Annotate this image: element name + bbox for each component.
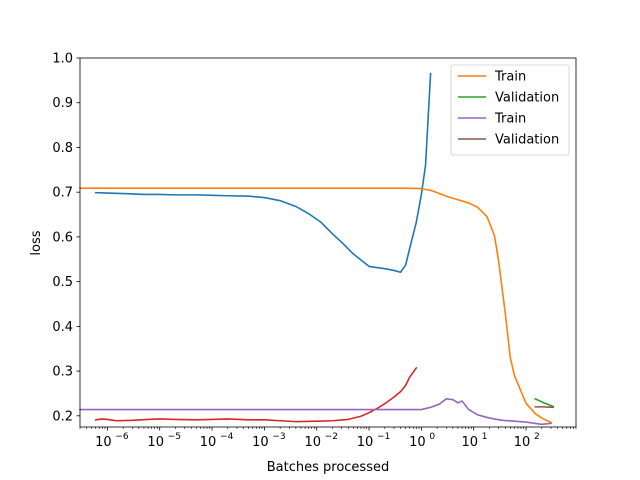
- x-tick-label: 10: [200, 435, 217, 450]
- legend: Train Validation Train Validation: [450, 64, 570, 156]
- y-tick-label: 0.4: [52, 320, 73, 335]
- y-tick-label: 0.7: [52, 186, 73, 201]
- x-tick-label: 10: [409, 435, 426, 450]
- series-layer: [79, 72, 555, 426]
- x-tick-exponent: −3: [272, 432, 285, 442]
- y-axis-title: loss: [29, 230, 44, 255]
- legend-label: Validation: [495, 133, 559, 148]
- legend-label: Validation: [495, 91, 559, 106]
- y-tick-label: 0.9: [52, 96, 73, 111]
- x-tick-exponent: 0: [429, 432, 435, 442]
- y-tick-label: 0.6: [52, 230, 73, 245]
- x-tick-label: 10: [461, 435, 478, 450]
- series-line-1: [79, 187, 553, 424]
- x-tick-label: 10: [95, 435, 112, 450]
- axes-layer: 0.20.30.40.50.60.70.80.91.010 −6 10 −5 10 −4 1…: [52, 52, 577, 450]
- y-tick-label: 0.5: [52, 275, 73, 290]
- legend-label: Train: [494, 70, 526, 85]
- series-line-4: [79, 398, 552, 426]
- legend-label: Train: [494, 112, 526, 127]
- legend-box: [450, 64, 570, 156]
- x-tick-exponent: −2: [325, 432, 338, 442]
- x-tick-exponent: −6: [115, 432, 129, 442]
- x-tick-exponent: −5: [168, 432, 181, 442]
- y-tick-label: 0.2: [52, 409, 73, 424]
- x-tick-exponent: −1: [377, 432, 390, 442]
- x-tick-label: 10: [304, 435, 321, 450]
- series-line-0: [94, 72, 432, 274]
- x-tick-exponent: 2: [534, 432, 540, 442]
- x-axis-title: Batches processed: [267, 460, 389, 475]
- y-tick-label: 0.8: [52, 141, 73, 156]
- x-tick-label: 10: [147, 435, 164, 450]
- series-line-2: [534, 397, 555, 408]
- y-tick-label: 0.3: [52, 365, 73, 380]
- x-tick-label: 10: [252, 435, 269, 450]
- x-tick-label: 10: [514, 435, 531, 450]
- x-tick-label: 10: [357, 435, 374, 450]
- series-line-3: [94, 366, 418, 423]
- x-tick-exponent: −4: [220, 432, 234, 442]
- x-tick-exponent: 1: [482, 432, 488, 442]
- axes-frame: [79, 57, 577, 428]
- y-tick-label: 1.0: [52, 52, 73, 67]
